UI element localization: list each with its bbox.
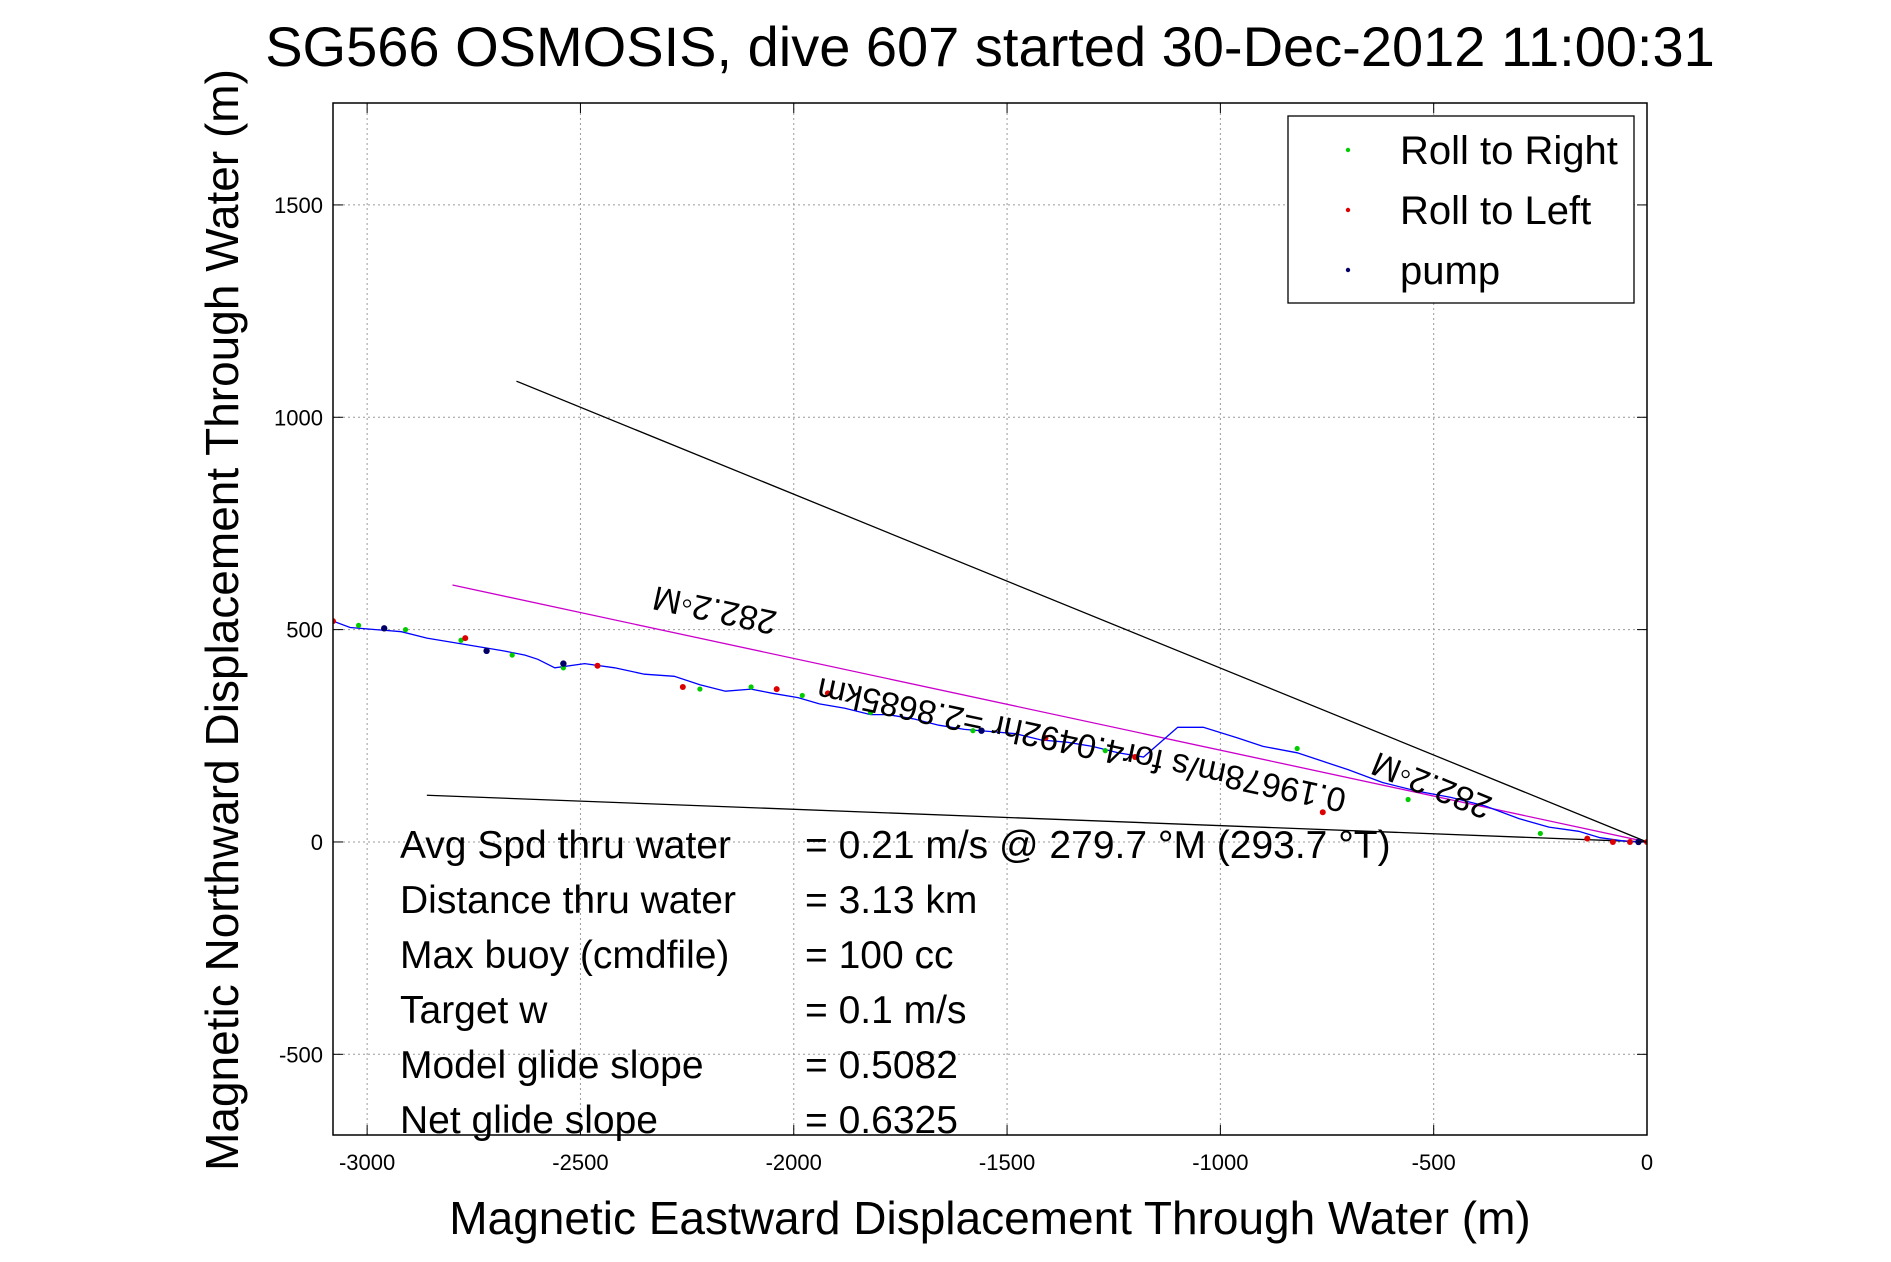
axis-ticks: -3000 -2500 -2000 -1500 -1000 -500 0 -500 0 500 10… bbox=[274, 103, 1653, 1175]
pump-point bbox=[560, 660, 567, 667]
roll-right-point bbox=[509, 652, 515, 658]
roll-left-point bbox=[462, 635, 469, 642]
y-tick-label: -500 bbox=[279, 1042, 323, 1067]
stat-label: Avg Spd thru water bbox=[400, 824, 731, 867]
roll-left-point bbox=[1609, 838, 1616, 845]
roll-right-point bbox=[697, 686, 703, 692]
roll-left-point bbox=[824, 690, 831, 697]
roll-right-point bbox=[970, 728, 976, 734]
roll-left-point bbox=[773, 686, 780, 693]
pump-point bbox=[978, 727, 985, 734]
series-layer bbox=[333, 380, 1647, 846]
x-tick-label: -2000 bbox=[766, 1150, 822, 1175]
legend-label: pump bbox=[1400, 249, 1500, 293]
roll-right-point bbox=[1102, 748, 1108, 754]
roll-left-point bbox=[1319, 809, 1326, 816]
roll-left-point bbox=[1042, 734, 1049, 741]
y-tick-label: 1500 bbox=[274, 193, 323, 218]
pump-point bbox=[483, 647, 490, 655]
y-tick-label: 1000 bbox=[274, 405, 323, 430]
roll-left-point bbox=[679, 683, 686, 690]
y-axis-label: Magnetic Northward Displacement Through … bbox=[196, 69, 248, 1171]
x-tick-label: -1000 bbox=[1192, 1150, 1248, 1175]
x-tick-label: -1500 bbox=[979, 1150, 1035, 1175]
y-tick-label: 0 bbox=[311, 830, 323, 855]
roll-left-point bbox=[1132, 754, 1139, 761]
roll-right-point bbox=[799, 692, 805, 699]
roll-right-point bbox=[1294, 745, 1300, 752]
legend-marker bbox=[1345, 147, 1351, 153]
stat-label: Distance thru water bbox=[400, 879, 736, 922]
legend-label: Roll to Right bbox=[1400, 129, 1618, 173]
x-axis-label: Magnetic Eastward Displacement Through W… bbox=[449, 1192, 1530, 1244]
legend-box bbox=[1287, 115, 1635, 304]
roll-right-point bbox=[402, 627, 409, 633]
reference-line bbox=[516, 380, 1647, 843]
reference-line bbox=[452, 584, 1647, 843]
x-tick-label: -500 bbox=[1412, 1150, 1456, 1175]
stat-value: = 100 cc bbox=[805, 934, 954, 977]
stats-block: Avg Spd thru water = 0.21 m/s @ 279.7 °M … bbox=[400, 824, 1391, 1142]
roll-right-point bbox=[560, 665, 566, 671]
roll-right-point bbox=[867, 709, 874, 716]
roll-right-point bbox=[748, 684, 754, 690]
pump-point bbox=[380, 625, 388, 632]
roll-left-point bbox=[1584, 835, 1591, 842]
x-tick-label: -2500 bbox=[552, 1150, 608, 1175]
x-tick-label: -3000 bbox=[339, 1150, 395, 1175]
roll-right-point bbox=[1405, 796, 1411, 803]
roll-right-point bbox=[355, 622, 362, 628]
stat-value: = 0.5082 bbox=[805, 1044, 958, 1087]
stat-value: = 3.13 km bbox=[805, 879, 977, 922]
roll-left-point bbox=[594, 662, 601, 669]
stat-label: Model glide slope bbox=[400, 1044, 704, 1087]
roll-right-point bbox=[458, 637, 464, 643]
roll-left-point bbox=[1626, 838, 1633, 845]
y-tick-label: 500 bbox=[286, 618, 323, 643]
stat-label: Max buoy (cmdfile) bbox=[400, 934, 729, 977]
roll-right-point bbox=[1537, 830, 1543, 837]
x-tick-label: 0 bbox=[1641, 1150, 1653, 1175]
legend: Roll to Right Roll to Left pump bbox=[1287, 115, 1635, 304]
plot-border bbox=[332, 102, 1648, 1136]
stat-label: Target w bbox=[400, 989, 548, 1032]
chart-title: SG566 OSMOSIS, dive 607 started 30-Dec-2… bbox=[265, 15, 1715, 78]
track-line bbox=[333, 620, 1647, 843]
legend-marker bbox=[1345, 267, 1351, 273]
stat-value: = 0.21 m/s @ 279.7 °M (293.7 °T) bbox=[805, 824, 1391, 867]
reference-line bbox=[426, 794, 1647, 843]
legend-marker bbox=[1345, 207, 1351, 213]
stat-value: = 0.1 m/s bbox=[805, 989, 966, 1032]
legend-label: Roll to Left bbox=[1400, 189, 1591, 233]
